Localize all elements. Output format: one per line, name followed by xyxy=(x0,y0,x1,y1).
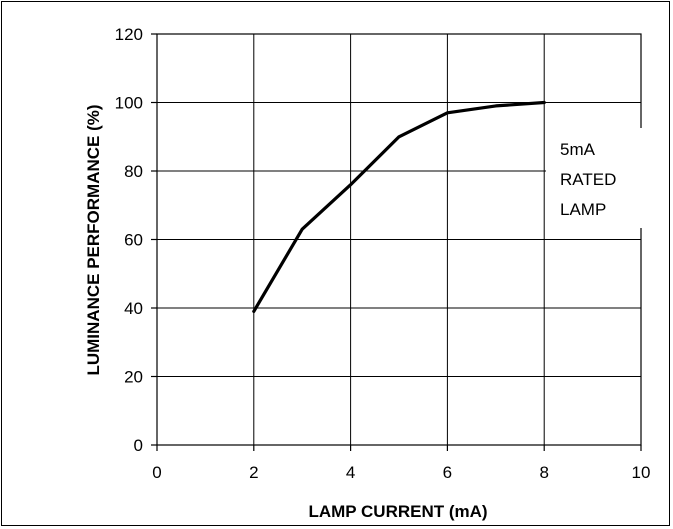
y-tick-label: 100 xyxy=(115,94,143,113)
x-tick-label: 8 xyxy=(539,463,548,482)
annotation-background xyxy=(546,128,642,228)
x-tick-label: 0 xyxy=(152,463,161,482)
y-tick-label: 80 xyxy=(124,162,143,181)
y-tick-label: 40 xyxy=(124,299,143,318)
x-tick-label: 10 xyxy=(632,463,651,482)
y-tick-label: 60 xyxy=(124,231,143,250)
x-tick-label: 6 xyxy=(443,463,452,482)
y-tick-labels: 0 20 40 60 80 100 120 xyxy=(115,25,143,455)
axis-ticks xyxy=(151,33,642,451)
grid xyxy=(157,34,641,445)
annotation-line-2: RATED xyxy=(560,170,616,189)
y-tick-label: 120 xyxy=(115,25,143,44)
annotation-line-1: 5mA xyxy=(560,140,596,159)
x-tick-label: 4 xyxy=(346,463,355,482)
y-tick-label: 0 xyxy=(134,436,143,455)
x-tick-labels: 0 2 4 6 8 10 xyxy=(152,463,650,482)
x-axis-title: LAMP CURRENT (mA) xyxy=(308,502,487,521)
series-line xyxy=(252,100,546,313)
annotation-line-3: LAMP xyxy=(560,200,606,219)
x-tick-label: 2 xyxy=(249,463,258,482)
y-axis-title: LUMINANCE PERFORMANCE (%) xyxy=(84,104,103,375)
y-tick-label: 20 xyxy=(124,368,143,387)
